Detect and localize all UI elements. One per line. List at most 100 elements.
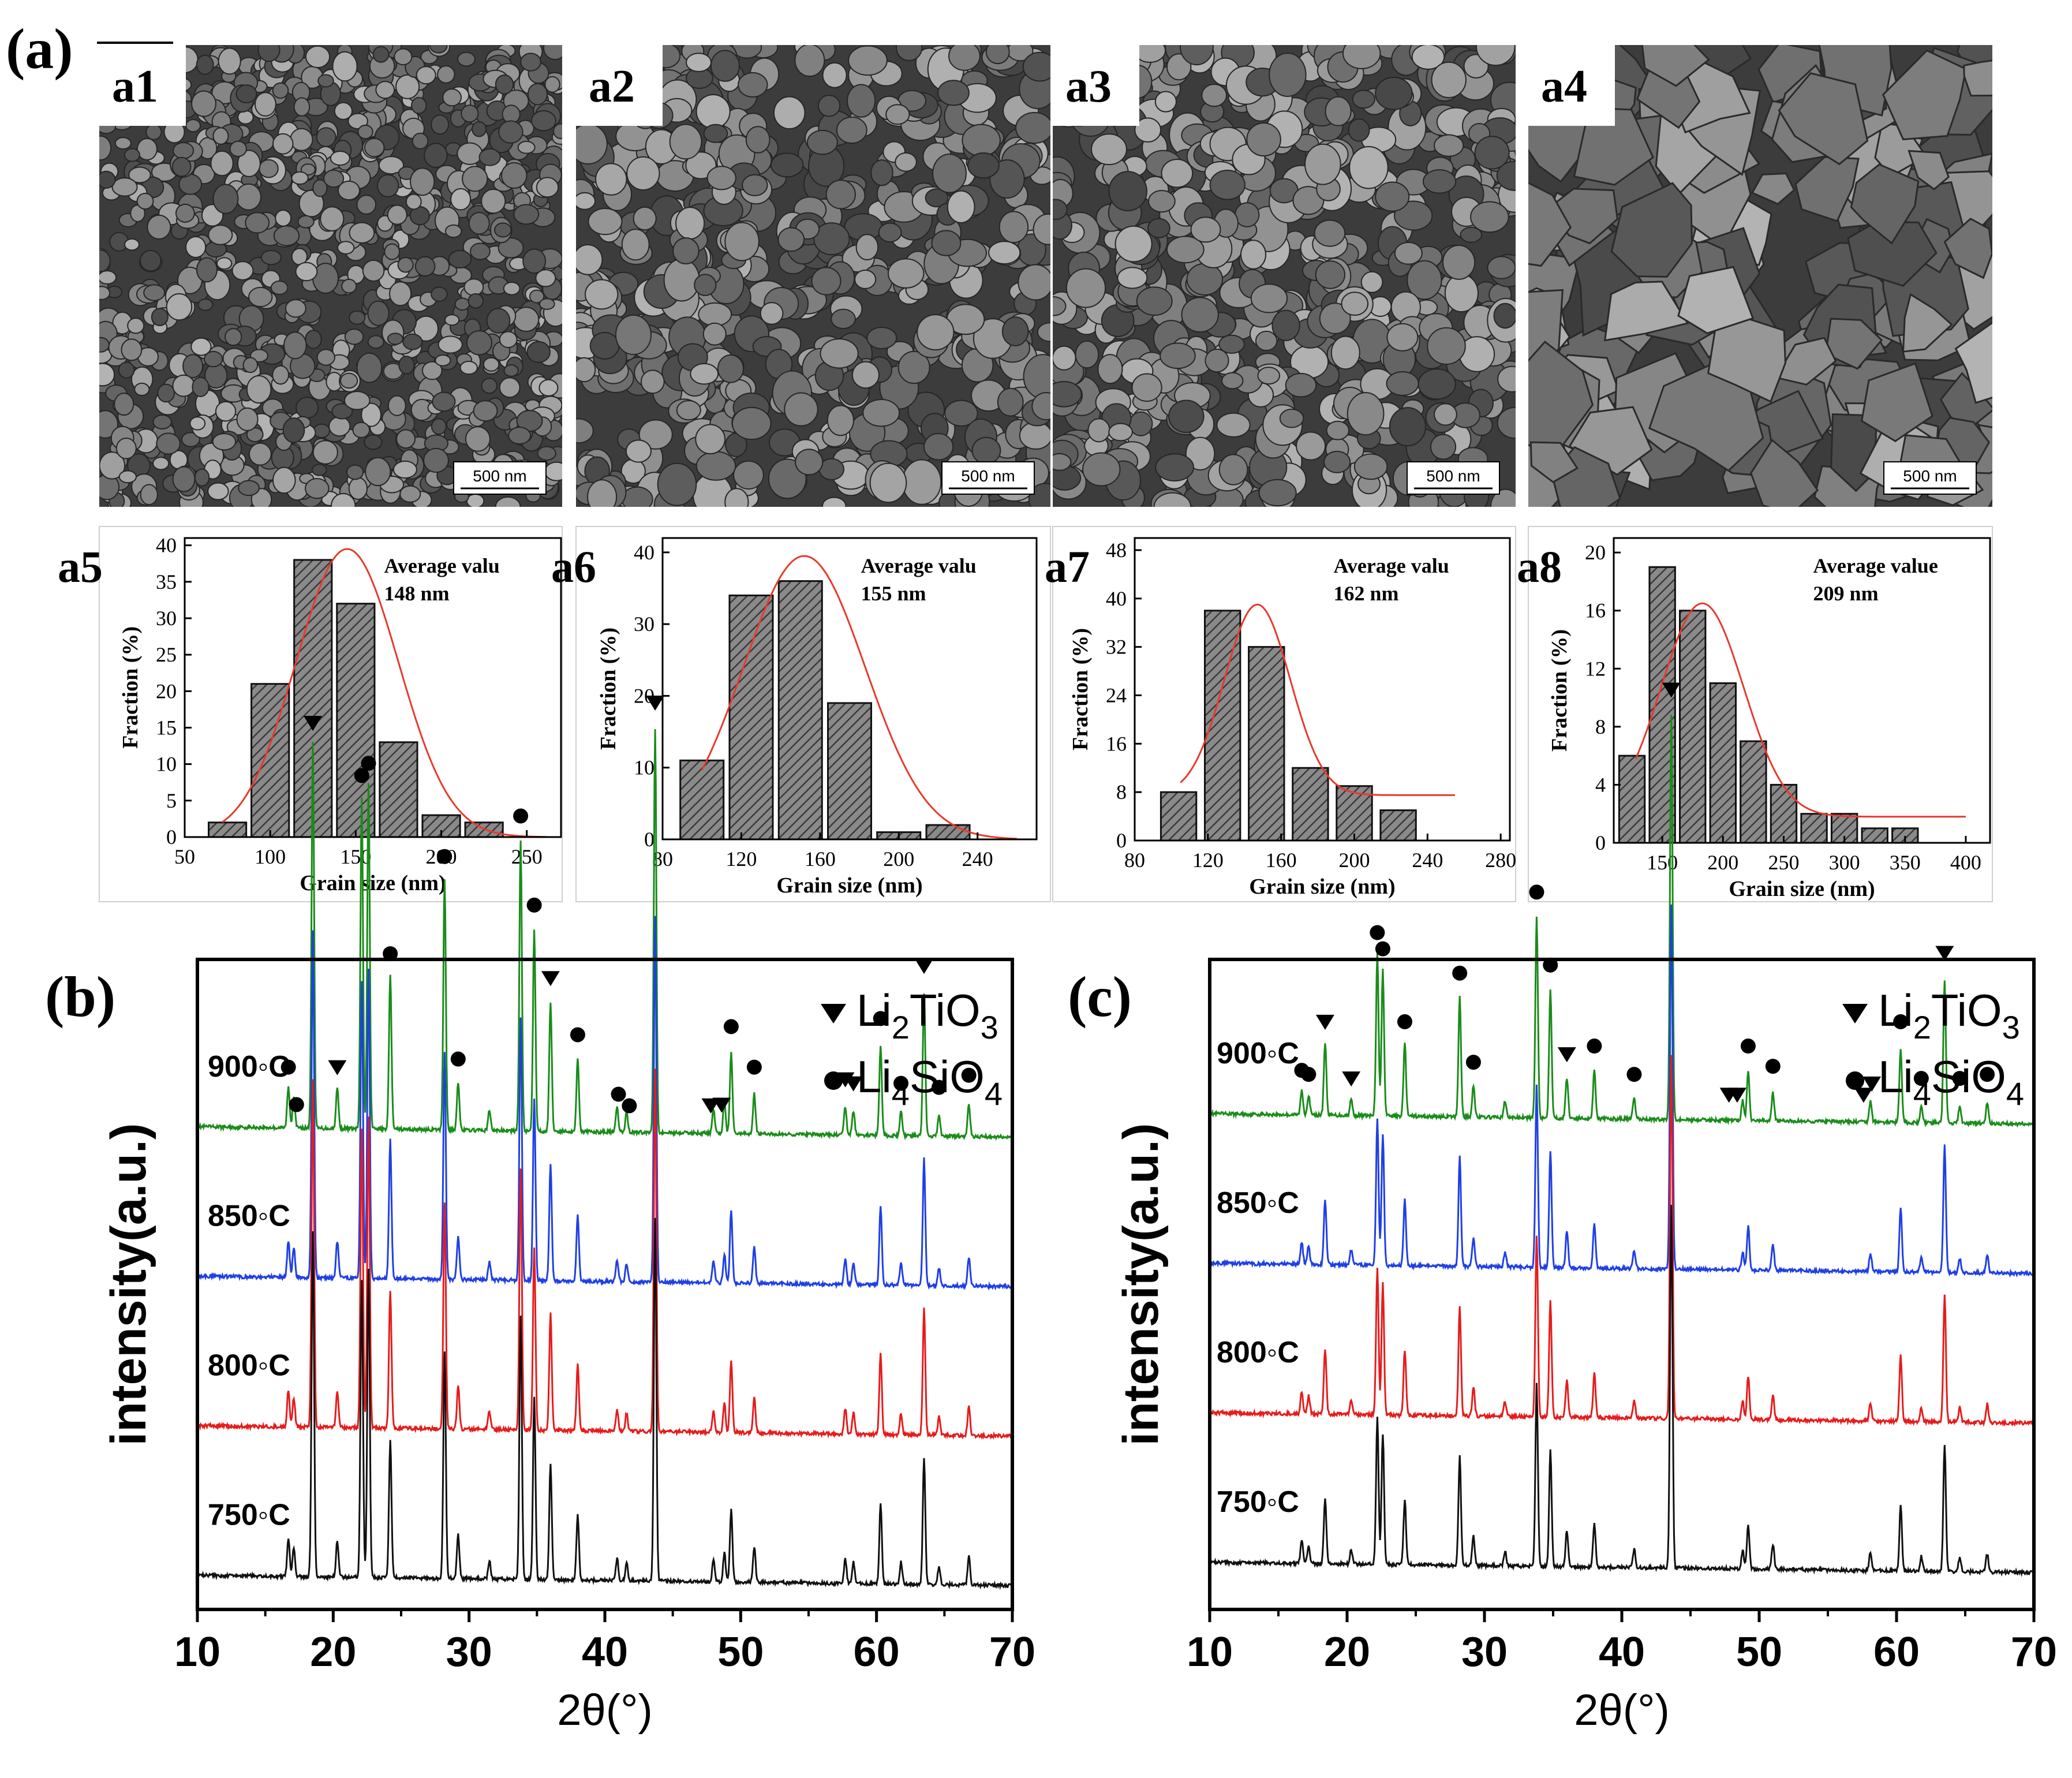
histogram-bar [207,821,248,838]
sem-grain [640,369,665,394]
sem-grain [1474,136,1510,170]
sem-grain [1430,434,1457,460]
sem-grain [236,407,259,431]
sem-grain [272,82,289,99]
sem-grain [1022,51,1050,82]
li4sio4-peak-marker [383,946,398,962]
sem-grain [99,249,111,272]
sem-grain [472,121,487,137]
sem-grain [362,259,385,282]
sem-grain [229,140,247,158]
histogram-bar [1160,791,1198,842]
histogram-a5: a5501001502002500510152025303540Grain si… [58,526,563,902]
li4sio4-peak-marker [1893,1014,1909,1029]
x-axis-label: Grain size (nm) [300,871,446,895]
sem-grain [432,391,456,412]
sem-grain [231,261,254,281]
sem-grain [317,74,334,88]
sem-grain [1610,182,1693,278]
sem-grain [1434,134,1464,157]
sem-grain [272,365,290,385]
histogram-frame [1528,526,1993,902]
xrd-x-tick-label: 10 [174,1629,220,1675]
sem-grain [997,387,1024,417]
sem-grain [1460,226,1483,243]
histogram-frame [575,526,1051,902]
sem-grain [495,74,514,95]
sem-grain [1407,260,1442,300]
sem-grain [760,302,784,325]
sem-label-a2: a2 [589,61,635,112]
sem-grain [813,222,850,256]
sem-grain [1444,274,1479,313]
sem-grain [291,171,309,185]
sem-grain [777,227,805,252]
li4sio4-peak-marker [280,1059,296,1075]
sem-grain [254,92,276,117]
sem-grain [1375,76,1413,110]
histogram-bar [1770,783,1798,844]
average-value-number: 155 nm [861,582,926,605]
sem-grain [1255,330,1278,352]
sem-grain [348,477,368,500]
sem-grain [1641,45,1710,87]
sem-grain [1348,118,1370,142]
sem-grain [1166,236,1205,264]
x-tick-label: 150 [340,845,371,868]
sem-grain [152,457,170,470]
sem-grain [1246,122,1281,157]
x-tick-label: 120 [1192,849,1224,872]
x-axis-label: Grain size (nm) [1729,877,1875,901]
sem-image-a3: a3 500 nm [1053,45,1516,507]
sem-grain [136,192,154,210]
sem-grain [346,464,364,480]
sem-grain [1487,256,1516,279]
sem-grain [1963,59,1992,97]
sem-grain [589,332,620,360]
sem-grain [724,488,749,507]
sem-grain [387,395,406,416]
sem-grain [1185,436,1215,470]
sem-grain [538,298,555,310]
x-axis-label: Grain size (nm) [1249,875,1395,899]
sem-grain [1114,225,1153,263]
panel-label-c: (c) [1068,965,1132,1029]
li2tio3-peak-marker [1935,946,1954,961]
sem-grain [478,148,501,166]
sem-grain [1750,439,1819,507]
sem-grain [337,241,355,255]
sem-grain [395,74,420,99]
histogram-bar [728,594,774,841]
sem-grain [1031,392,1050,421]
sem-grain [367,300,390,326]
legend-text: TiO [1931,985,2002,1036]
sem-grain [1053,381,1082,408]
sem-grain [1902,293,1953,353]
sem-grain [343,391,371,410]
sem-grain [1258,479,1297,507]
li2tio3-peak-marker [915,959,934,974]
sem-grain [99,363,115,387]
sem-grain [467,293,484,309]
sem-grain [501,162,528,189]
sem-grain [414,256,436,277]
li4sio4-peak-marker [437,849,452,864]
sem-grain [878,222,902,242]
sem-grain [378,156,405,175]
sem-grain [822,62,847,88]
sem-grain [270,280,289,296]
sem-grain [698,302,732,327]
sem-grain [1847,221,1938,287]
li2tio3-peak-marker [541,971,560,987]
sem-grain [235,183,262,211]
grain-size-histograms: a5501001502002500510152025303540Grain si… [58,526,1993,902]
sem-image-row: a1 500 nm a2 500 nm a3 500 nm a4 500 nm [99,45,1992,507]
x-tick-label: 200 [883,847,914,871]
sem-grain [248,286,273,308]
sem-grain [364,434,383,450]
sem-grain [494,222,512,238]
sem-grain [1154,91,1177,113]
sem-grain [1053,453,1072,471]
sem-grain [585,279,619,310]
sem-grain [1250,283,1288,313]
